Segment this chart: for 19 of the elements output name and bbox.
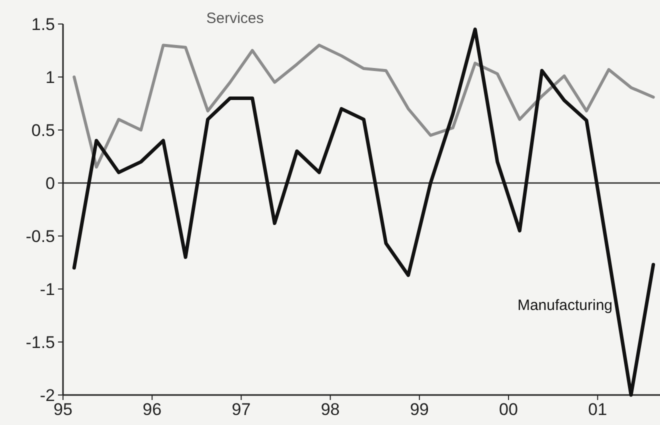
series-label: Manufacturing [517, 297, 613, 314]
x-tick-label: 97 [232, 400, 251, 419]
line-series [72, 28, 656, 397]
y-tick-label: -1 [40, 280, 55, 299]
y-tick-label: -2 [40, 386, 55, 405]
y-tick-label: -0.5 [26, 226, 55, 246]
x-tick-label: 00 [499, 400, 518, 419]
x-tick-label: 99 [410, 400, 429, 419]
y-tick-label: -1.5 [26, 332, 55, 352]
series-label: Services [206, 10, 264, 27]
line-series [72, 44, 655, 169]
y-tick-label: 1.5 [31, 14, 55, 34]
x-tick-label: 98 [320, 400, 340, 419]
y-tick-label: 0.5 [31, 120, 55, 140]
x-tick-label: 95 [54, 400, 72, 419]
x-tick-label: 01 [588, 400, 608, 419]
x-tick-label: 96 [142, 400, 162, 419]
y-tick-label: 0 [46, 174, 55, 193]
y-tick-label: 1 [46, 68, 55, 87]
